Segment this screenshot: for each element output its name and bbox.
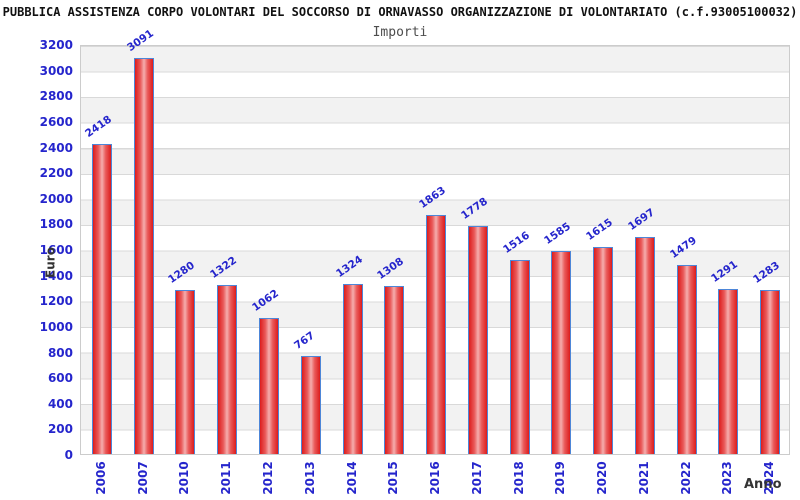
y-tick-label: 1200 — [39, 294, 73, 309]
chart-title: PUBBLICA ASSISTENZA CORPO VOLONTARI DEL … — [2, 5, 798, 19]
y-tick-label: 3000 — [39, 63, 73, 78]
y-tick-label: 2800 — [39, 89, 73, 104]
x-tick-label-2010: 2010 — [177, 461, 192, 495]
bar-value-label: 2418 — [83, 113, 114, 140]
bar-2023 — [718, 289, 739, 454]
bar-2022 — [676, 265, 697, 454]
bar-value-label: 1308 — [375, 255, 407, 282]
bar-value-label: 1062 — [250, 287, 281, 314]
bar-value-label: 1778 — [458, 195, 490, 222]
y-tick-label: 2200 — [39, 166, 73, 181]
bar-2013 — [300, 356, 321, 454]
plot-area: 2418 3091 1280 1322 1062 767 1324 1308 1863 1778 1… — [80, 27, 790, 455]
bar-2016 — [426, 215, 446, 454]
x-tick-label-2007: 2007 — [135, 461, 150, 495]
bar-value-label: 1283 — [751, 259, 783, 286]
y-tick-label: 400 — [47, 396, 73, 411]
bar-value-label: 1697 — [625, 206, 657, 233]
bar-2018 — [509, 260, 530, 454]
x-axis-title: Anno — [744, 477, 782, 492]
x-tick-label-2011: 2011 — [219, 461, 234, 495]
y-tick-label: 2400 — [39, 140, 73, 155]
y-tick-label: 0 — [64, 448, 73, 462]
bar-2012 — [258, 318, 279, 454]
y-tick-label: 1800 — [39, 217, 73, 232]
x-tick-label-2020: 2020 — [595, 461, 610, 495]
bar-2007 — [133, 58, 154, 454]
x-tick-label-2018: 2018 — [511, 461, 526, 495]
bar-2019 — [551, 251, 572, 454]
bar-value-label: 1585 — [542, 220, 574, 247]
bar-2011 — [217, 285, 238, 454]
x-tick-label-2006: 2006 — [93, 461, 108, 495]
bar-2017 — [467, 226, 488, 454]
bar-value-label: 1280 — [166, 259, 198, 286]
bar-value-label: 1863 — [417, 184, 448, 211]
bar-value-label: 1322 — [208, 254, 240, 281]
bar-2020 — [593, 247, 614, 454]
x-tick-label-2016: 2016 — [428, 461, 442, 495]
bar-2006 — [91, 144, 112, 454]
bar-value-label: 1615 — [584, 216, 616, 243]
y-axis-title: Euro — [43, 247, 58, 278]
y-tick-label: 1000 — [39, 319, 73, 334]
y-tick-label: 200 — [47, 422, 73, 437]
x-tick-label-2012: 2012 — [260, 461, 275, 495]
bar-2024 — [760, 290, 781, 454]
y-tick-label: 600 — [47, 371, 73, 386]
x-tick-label-2019: 2019 — [553, 461, 568, 495]
y-tick-label: 1400 — [39, 268, 73, 283]
y-tick-label: 2000 — [39, 191, 73, 206]
bar-value-label: 1291 — [709, 258, 741, 285]
y-tick-label: 800 — [47, 345, 73, 360]
bar-value-label: 1516 — [500, 229, 532, 256]
x-tick-label-2021: 2021 — [636, 461, 651, 495]
x-tick-label-2014: 2014 — [344, 461, 359, 495]
bar-2021 — [634, 237, 655, 454]
bar-value-label: 1479 — [667, 234, 699, 261]
y-tick-label: 3200 — [39, 38, 73, 52]
x-tick-label-2013: 2013 — [302, 461, 317, 495]
x-tick-label-2022: 2022 — [678, 461, 693, 495]
bar-value-label: 1324 — [333, 253, 365, 280]
bar-2010 — [175, 290, 196, 454]
x-tick-label-2017: 2017 — [469, 461, 484, 495]
x-tick-label-2015: 2015 — [386, 461, 401, 495]
y-tick-label: 1600 — [39, 243, 73, 257]
chart-subtitle: Importi — [372, 25, 428, 40]
bar-value-label: 767 — [291, 329, 317, 352]
x-tick-label-2023: 2023 — [720, 461, 735, 495]
bar-2015 — [384, 286, 405, 454]
y-tick-label: 2600 — [39, 114, 73, 129]
bar-2014 — [342, 284, 363, 454]
